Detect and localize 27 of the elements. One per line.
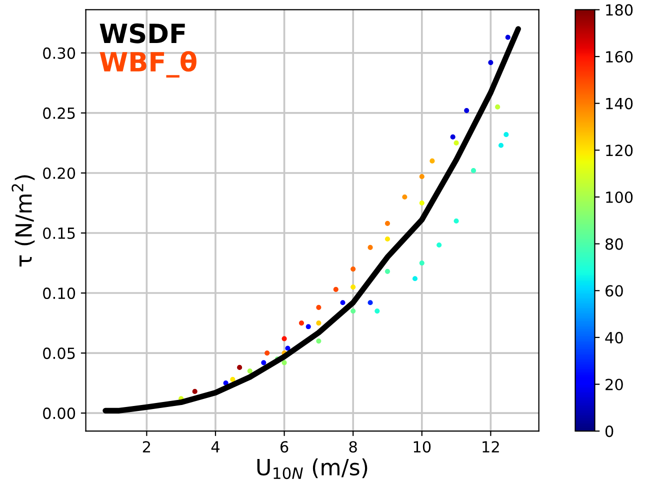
y-tick-label: 0.25 [43, 107, 75, 119]
color-bar-label: 0 [605, 426, 614, 438]
y-tick-label: 0.15 [43, 227, 75, 240]
x-tick-label: 10 [414, 441, 431, 453]
x-axis-title: U$_{10N}$ (m/s) [257, 458, 368, 480]
color-bar-label: 60 [606, 285, 623, 297]
x-tick-label: 2 [142, 441, 150, 452]
color-bar-label: 20 [606, 378, 623, 390]
color-bar-label: 160 [606, 51, 633, 63]
x-tick-label: 4 [211, 441, 220, 452]
color-bar-label: 120 [606, 144, 633, 156]
y-tick-label: 0.30 [43, 47, 76, 59]
color-bar-label: 80 [606, 238, 623, 250]
x-tick-label: 12 [482, 441, 499, 452]
text: WBF_θ [100, 51, 196, 78]
y-tick-label: 0.05 [43, 348, 75, 360]
y-tick-label: 0.00 [43, 408, 76, 420]
color-bar-label: 140 [606, 98, 633, 110]
color-bar-label: 40 [605, 332, 623, 344]
y-axis-title: τ (N/m$^{2}$) [12, 175, 35, 267]
y-tick-label: 0.20 [43, 167, 76, 180]
color-bar-label: 180 [606, 4, 633, 16]
text: WSDF [100, 23, 185, 44]
color-bar-label: 100 [606, 191, 633, 204]
y-tick-label: 0.10 [43, 287, 76, 300]
x-tick-label: 8 [349, 441, 357, 453]
x-tick-label: 6 [280, 441, 288, 453]
